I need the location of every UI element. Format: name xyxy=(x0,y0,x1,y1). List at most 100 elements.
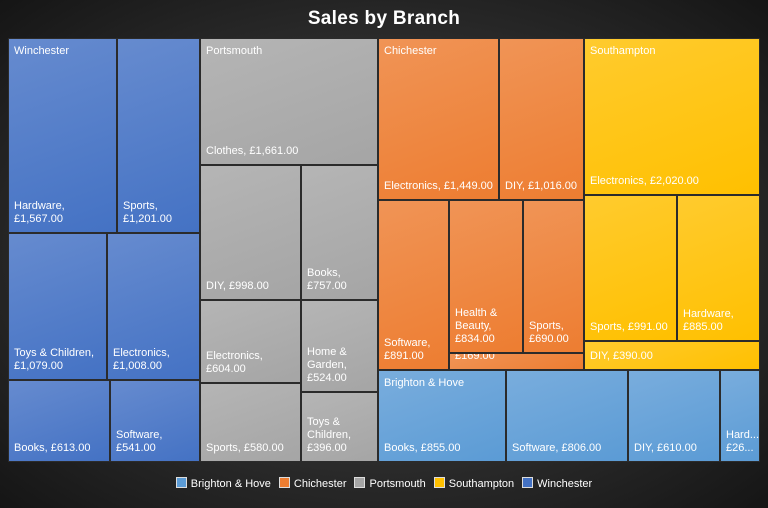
category-label: DIY, xyxy=(590,350,610,362)
group-label: Brighton & Hove xyxy=(384,377,465,389)
legend-label: Chichester xyxy=(293,478,347,490)
treemap-tile: DIY, £390.00 xyxy=(584,341,760,370)
category-label: DIY, xyxy=(634,442,654,454)
tile-label: Home & Garden, £524.00 xyxy=(307,346,374,385)
value-label: £26... xyxy=(726,442,754,454)
value-label: £580.00 xyxy=(243,442,284,454)
treemap-tile: Health & Beauty, £834.00 xyxy=(449,200,523,353)
tile-label: Software, £891.00 xyxy=(384,337,445,363)
treemap-tile: Software, £891.00 xyxy=(378,200,449,370)
value-label: £885.00 xyxy=(683,321,723,333)
treemap-tile: Sports, £991.00 xyxy=(584,195,677,341)
category-label: Books, xyxy=(384,442,418,454)
tile-label: Sports, £1,201.00 xyxy=(123,200,196,226)
treemap-tile: Home & Garden, £524.00 xyxy=(301,300,378,392)
tile-label: DIY, £390.00 xyxy=(590,350,756,363)
legend-item: Portsmouth xyxy=(354,477,426,490)
category-label: Hard... xyxy=(726,429,760,441)
tile-label: Sports, £580.00 xyxy=(206,442,297,455)
treemap-tile: Brighton & Hove Books, £855.00 xyxy=(378,370,506,462)
category-label: Software, xyxy=(116,429,163,441)
tile-label: DIY, £1,016.00 xyxy=(505,180,580,193)
value-label: £604.00 xyxy=(206,363,246,375)
tile-label: Clothes, £1,661.00 xyxy=(206,145,374,158)
treemap-tile: Sports, £690.00 xyxy=(523,200,584,353)
tile-label: Home & Garden, £169.00 xyxy=(455,353,580,363)
category-label: Books, xyxy=(307,267,341,279)
value-label: £806.00 xyxy=(561,442,602,454)
value-label: £757.00 xyxy=(307,280,347,292)
category-label: Hardware, xyxy=(14,200,65,212)
tile-label: Books, £757.00 xyxy=(307,267,374,293)
legend-swatch xyxy=(433,477,445,488)
treemap-tile: Toys & Children, £396.00 xyxy=(301,392,378,462)
category-label: Sports, xyxy=(529,320,564,332)
tile-label: DIY, £610.00 xyxy=(634,442,716,455)
treemap-tile: Books, £613.00 xyxy=(8,380,110,462)
tile-label: Toys & Children, £1,079.00 xyxy=(14,347,103,373)
category-label: Sports, xyxy=(590,321,625,333)
legend-item: Southampton xyxy=(433,477,514,490)
treemap-tile: Books, £757.00 xyxy=(301,165,378,300)
legend-item: Brighton & Hove xyxy=(175,477,271,490)
category-label: Sports, xyxy=(123,200,158,212)
category-label: Home & Garden, xyxy=(307,346,347,371)
treemap-tile: DIY, £998.00 xyxy=(200,165,301,300)
value-label: £855.00 xyxy=(420,442,461,454)
group-label: Winchester xyxy=(14,45,70,57)
value-label: £169.00 xyxy=(455,353,495,362)
treemap-tile: Electronics, £604.00 xyxy=(200,300,301,383)
treemap-tile: Software, £541.00 xyxy=(110,380,200,462)
value-label: £613.00 xyxy=(50,442,91,454)
category-label: Toys & Children, xyxy=(14,347,95,359)
treemap-tile: Hard... £26... xyxy=(720,370,760,462)
tile-label: Electronics, £1,008.00 xyxy=(113,347,196,373)
value-label: £2,020.00 xyxy=(649,175,699,187)
tile-label: Sports, £991.00 xyxy=(590,321,673,334)
category-label: Sports, xyxy=(206,442,241,454)
category-label: Clothes, xyxy=(206,145,247,157)
value-label: £690.00 xyxy=(529,333,569,345)
value-label: £1,201.00 xyxy=(123,213,172,225)
legend-swatch xyxy=(522,477,534,488)
group-label: Southampton xyxy=(590,45,656,57)
value-label: £541.00 xyxy=(116,442,156,454)
tile-label: Sports, £690.00 xyxy=(529,320,580,346)
tile-label: Electronics, £2,020.00 xyxy=(590,175,756,188)
category-label: Toys & Children, xyxy=(307,416,352,441)
value-label: £524.00 xyxy=(307,372,347,384)
tile-label: DIY, £998.00 xyxy=(206,280,297,293)
category-label: Electronics, xyxy=(113,347,170,359)
treemap-tile: Winchester Hardware, £1,567.00 xyxy=(8,38,117,233)
category-label: Software, xyxy=(512,442,559,454)
category-label: Hardware, xyxy=(683,308,734,320)
tile-label: Hardware, £885.00 xyxy=(683,308,756,334)
treemap-tile: Home & Garden, £169.00 xyxy=(449,353,584,370)
group-label: Portsmouth xyxy=(206,45,263,57)
value-label: £396.00 xyxy=(307,442,347,454)
tile-label: Software, £541.00 xyxy=(116,429,196,455)
tile-label: Books, £613.00 xyxy=(14,442,106,455)
chart-title: Sales by Branch xyxy=(307,8,461,29)
treemap-tile: DIY, £1,016.00 xyxy=(499,38,584,200)
legend-item: Chichester xyxy=(278,477,347,490)
treemap-tile: Sports, £580.00 xyxy=(200,383,301,462)
tile-label: Hardware, £1,567.00 xyxy=(14,200,113,226)
category-label: Electronics, xyxy=(590,175,647,187)
value-label: £891.00 xyxy=(384,350,424,362)
tile-label: Hard... £26... xyxy=(726,429,760,455)
group-label: Chichester xyxy=(384,45,437,57)
category-label: DIY, xyxy=(206,280,226,292)
category-label: Health & Beauty, xyxy=(455,307,498,332)
category-label: Software, xyxy=(384,337,431,349)
legend-label: Portsmouth xyxy=(369,478,426,490)
legend-item: Winchester xyxy=(522,477,592,490)
treemap-tile: Southampton Electronics, £2,020.00 xyxy=(584,38,760,195)
tile-label: Electronics, £1,449.00 xyxy=(384,180,495,193)
value-label: £998.00 xyxy=(229,280,269,292)
tile-label: Health & Beauty, £834.00 xyxy=(455,307,519,346)
value-label: £390.00 xyxy=(613,350,653,362)
tile-label: Electronics, £604.00 xyxy=(206,350,297,376)
